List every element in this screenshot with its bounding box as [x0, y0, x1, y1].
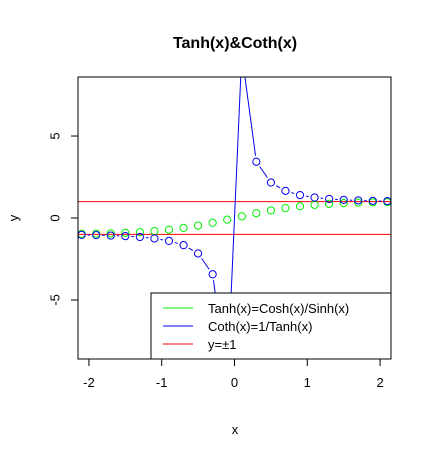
- x-tick-label: 0: [231, 375, 238, 390]
- series-1-point: [224, 379, 231, 386]
- x-tick-label: -1: [156, 375, 168, 390]
- series-1-segment: [291, 192, 295, 194]
- x-axis-label: x: [232, 422, 239, 437]
- series-1-point: [194, 249, 203, 258]
- series-0-point: [150, 227, 159, 236]
- series-0-point: [339, 199, 348, 208]
- series-0-point: [121, 228, 130, 237]
- series-1-point: [150, 234, 159, 243]
- series-1-segment: [244, 77, 257, 156]
- series-0-point: [237, 212, 246, 221]
- chart-title: Tanh(x)&Coth(x): [173, 35, 297, 52]
- series-1-point: [106, 231, 115, 240]
- y-tick-label: 0: [47, 214, 62, 221]
- series-0-point: [106, 229, 115, 238]
- y-tick-label: 5: [47, 132, 62, 139]
- series-1-point: [354, 196, 363, 205]
- series-0-point: [194, 221, 203, 230]
- series-0-point: [310, 200, 319, 209]
- series-1-segment: [201, 258, 210, 270]
- series-1-segment: [174, 242, 178, 244]
- series-0-point: [164, 225, 174, 234]
- legend-entry-1: Coth(x)=1/Tanh(x): [208, 319, 312, 334]
- series-1-point: [310, 193, 319, 202]
- series-0-point: [208, 218, 217, 227]
- series-1-point: [252, 157, 261, 166]
- legend: Tanh(x)=Cosh(x)/Sinh(x) Coth(x)=1/Tanh(x)…: [150, 292, 392, 360]
- series-1-point: [121, 232, 130, 241]
- series-0-point: [281, 203, 290, 213]
- x-tick-label: 1: [304, 375, 311, 390]
- series-1-point: [179, 241, 188, 250]
- series-1-point: [266, 178, 275, 187]
- series-1-segment: [275, 185, 281, 189]
- series-1-segment: [188, 247, 194, 251]
- legend-entry-0: Tanh(x)=Cosh(x)/Sinh(x): [208, 301, 349, 316]
- series-1-point: [368, 196, 377, 205]
- x-axis-ticks: -2 -1 0 1 2: [83, 358, 384, 390]
- series-0-point: [252, 209, 261, 218]
- legend-entry-2: y=±1: [208, 337, 236, 352]
- series-1-segment: [259, 166, 268, 178]
- series-1-point: [339, 195, 348, 204]
- x-tick-label: -2: [83, 375, 95, 390]
- series-1-point: [295, 191, 305, 200]
- series-1-point: [135, 232, 144, 242]
- series-0-point: [266, 206, 275, 215]
- series-0-point: [179, 223, 188, 233]
- series-1-point: [281, 186, 290, 195]
- series-0-point: [354, 198, 363, 207]
- y-axis-ticks: -5 0 5: [47, 132, 79, 306]
- series-1-point: [92, 231, 101, 240]
- series-0-point: [295, 202, 305, 211]
- series-0-point: [135, 228, 144, 237]
- y-axis-label: y: [6, 214, 21, 221]
- series-0-point: [325, 199, 334, 208]
- series-1-point: [164, 236, 174, 245]
- x-tick-label: 2: [376, 375, 383, 390]
- series-1-point: [325, 194, 334, 204]
- series-1-point: [208, 270, 217, 279]
- y-tick-label: -5: [47, 294, 62, 306]
- series-0-point: [223, 215, 232, 224]
